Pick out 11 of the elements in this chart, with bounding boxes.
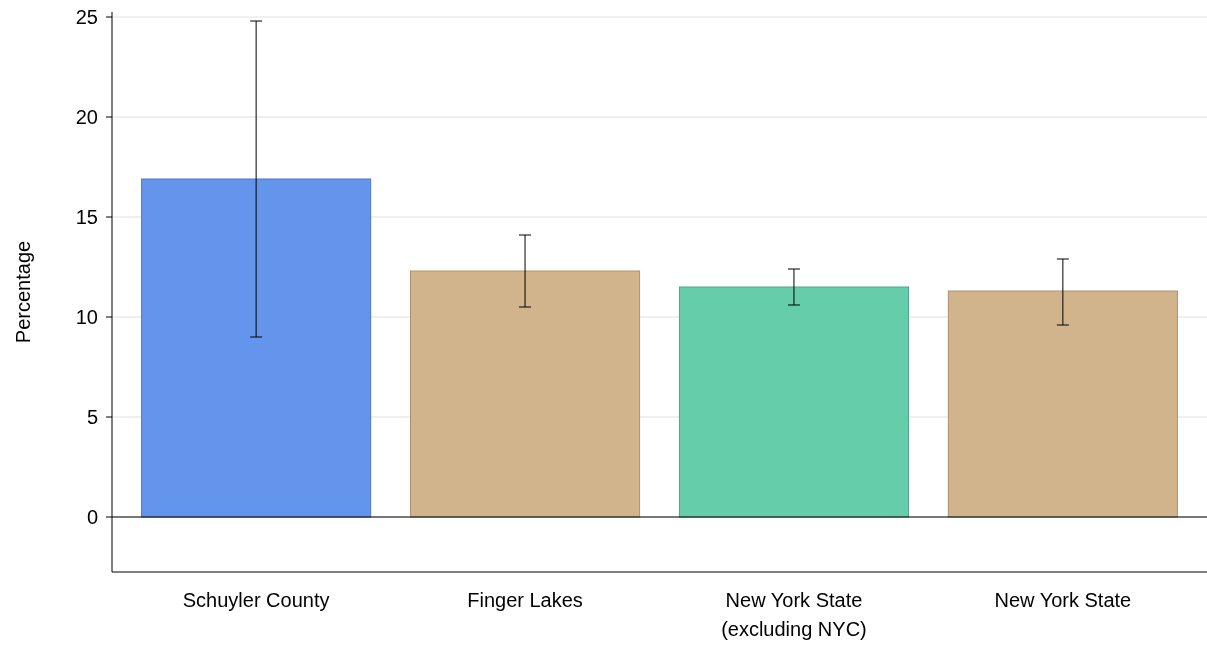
y-tick-label: 5 [86, 406, 98, 428]
y-tick-label: 25 [75, 6, 98, 28]
y-tick-label: 20 [75, 106, 98, 128]
y-axis-title: Percentage [12, 240, 34, 344]
x-tick-label: Schuyler County [182, 589, 330, 611]
x-tick-label: Finger Lakes [467, 589, 583, 611]
x-tick-label: New York State (excluding NYC) [721, 589, 867, 640]
y-tick-label: 15 [75, 206, 98, 228]
x-tick-label: New York State [994, 589, 1132, 611]
y-tick-label: 0 [86, 506, 98, 528]
y-tick-label: 10 [75, 306, 98, 328]
